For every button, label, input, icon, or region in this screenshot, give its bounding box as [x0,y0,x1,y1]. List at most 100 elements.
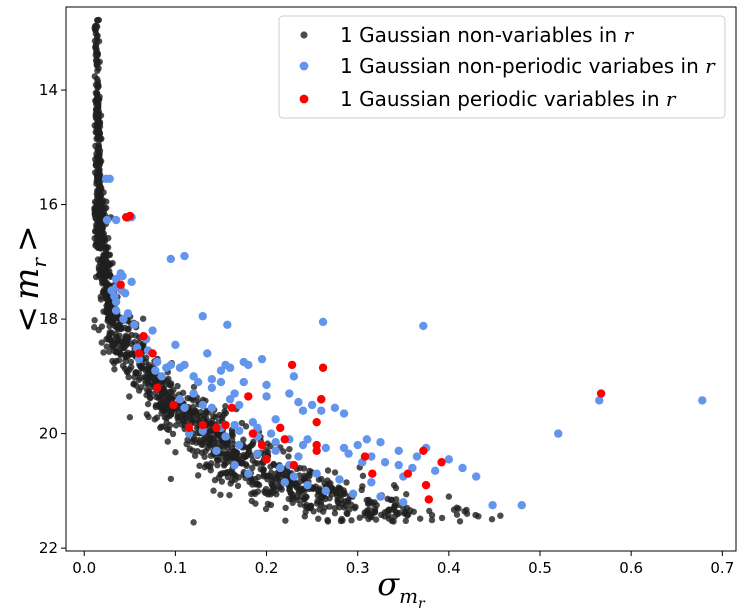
legend-label-non-periodic-band: r [705,54,716,78]
point-non-variable [94,194,101,202]
point-non-periodic [216,377,226,387]
point-non-variable [402,517,410,525]
point-non-variable [92,57,100,64]
point-non-periodic [554,429,563,438]
point-non-variable [298,486,306,494]
point-non-periodic [276,463,285,473]
point-non-variable [222,409,230,417]
point-non-variable [305,471,312,478]
point-non-variable [302,503,309,510]
x-axis-label-sub: m [399,584,418,608]
point-non-variable [261,488,268,495]
point-non-periodic [458,463,467,473]
point-non-periodic [207,375,217,384]
point-non-variable [132,332,139,339]
point-non-periodic [294,397,303,407]
legend: 1 Gaussian non-variables in r 1 Gaussian… [278,15,726,119]
point-non-variable [133,382,140,389]
point-periodic [262,455,271,464]
point-non-variable [456,518,464,525]
point-non-variable [273,491,280,498]
point-non-periodic [157,372,166,381]
point-non-variable [100,349,107,356]
point-non-variable [428,512,436,519]
point-non-variable [206,463,214,470]
point-non-periodic [221,432,230,441]
point-non-variable [158,423,165,430]
point-non-periodic [595,396,604,405]
point-periodic [221,420,230,430]
point-non-variable [217,491,224,498]
point-non-periodic [339,409,349,418]
point-non-variable [103,343,110,350]
point-periodic [419,446,428,455]
point-non-variable [144,400,152,408]
point-non-periodic [111,297,121,307]
point-non-variable [92,273,100,281]
y-axis-label: < mr > [7,225,51,332]
point-non-variable [388,496,396,504]
point-periodic [421,480,431,490]
point-non-variable [228,431,236,439]
x-tick-label: 0.1 [163,559,187,577]
point-non-variable [329,486,337,493]
point-non-periodic [367,452,376,461]
point-non-variable [93,75,101,83]
point-non-variable [183,440,190,448]
point-non-periodic [344,449,353,458]
legend-entry-periodic: 1 Gaussian periodic variables in r [299,87,677,111]
point-periodic [198,420,207,430]
point-non-periodic [307,400,317,410]
point-non-periodic [253,449,262,458]
point-non-variable [189,447,196,454]
svg-text:1 Gaussian periodic variables: 1 Gaussian periodic variables in r [340,87,677,111]
point-non-periodic [367,478,376,487]
point-non-variable [100,252,108,259]
point-non-periodic [180,403,189,413]
point-non-variable [194,447,201,455]
point-non-variable [204,444,212,452]
point-non-variable [94,17,101,24]
y-axis-label-m: m [7,268,47,300]
point-periodic [437,458,446,467]
x-axis-label-main: σ [377,565,400,603]
point-non-variable [324,477,331,484]
point-non-periodic [271,415,280,424]
point-non-variable [294,496,301,504]
point-non-periodic [318,317,328,327]
point-non-variable [326,503,333,510]
point-non-variable [224,441,231,448]
point-non-variable [416,515,424,522]
point-non-variable [230,471,238,478]
point-non-variable [348,501,355,509]
point-non-variable [249,457,256,464]
point-periodic [248,429,258,438]
point-non-periodic [162,363,171,372]
point-non-periodic [289,472,299,481]
point-non-variable [143,365,150,373]
point-non-periodic [285,389,294,398]
y-axis-label-lt: < [8,306,46,333]
point-non-variable [94,97,101,105]
point-non-variable [428,516,436,524]
point-non-variable [233,449,241,456]
point-non-variable [163,425,171,433]
point-non-variable [193,439,200,446]
point-non-periodic [198,400,207,410]
point-non-periodic [312,469,321,478]
point-non-variable [98,339,105,346]
point-non-periodic [189,389,198,398]
point-non-variable [242,461,250,468]
point-non-variable [92,105,100,113]
point-non-periodic [105,174,114,183]
point-non-variable [234,456,242,463]
point-non-variable [301,513,308,520]
point-non-periodic [207,383,217,392]
point-non-variable [93,23,101,30]
point-non-variable [145,413,152,421]
legend-label-periodic-band: r [666,87,677,111]
legend-label-periodic: 1 Gaussian periodic variables in [340,87,666,111]
point-non-variable [106,348,113,355]
point-non-variable [119,362,127,370]
x-tick-label: 0.6 [619,559,643,577]
